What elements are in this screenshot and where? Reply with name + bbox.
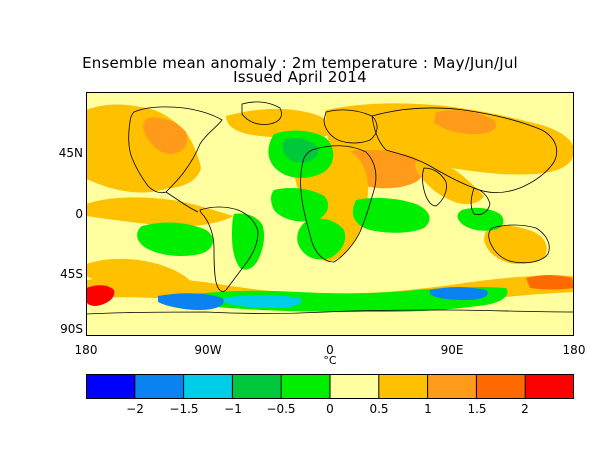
longitude-label-90w: 90W (194, 343, 222, 357)
antarctica-coastline (86, 309, 574, 315)
colorbar-swatch-4 (232, 374, 282, 399)
colorbar-swatch-3 (183, 374, 233, 399)
world-map (86, 92, 574, 336)
colorbar-swatch-5 (281, 374, 330, 399)
longitude-label-180-west: 180 (74, 343, 98, 357)
equatorial-atlantic-cool-region (271, 188, 329, 222)
colorbar-label-8: 1.5 (467, 402, 487, 416)
western-pacific-cool-region (457, 207, 504, 231)
colorbar-swatch-8 (427, 374, 477, 399)
longitude-label-180-east: 180 (562, 343, 586, 357)
longitude-label-0: 0 (326, 343, 334, 357)
north-america-warm-core (143, 117, 188, 154)
colorbar-swatch-2 (134, 374, 184, 399)
europe-outline (323, 109, 378, 144)
greenland-outline (241, 101, 282, 125)
colorbar-swatch-7 (378, 374, 428, 399)
colorbar-swatch-1 (86, 374, 135, 399)
india-southeast-asia-warm-region (415, 161, 484, 205)
colorbar-swatch-6 (330, 374, 379, 399)
tropical-pacific-warm-band (86, 197, 234, 227)
australia-outline (488, 224, 550, 264)
asia-outline (371, 107, 558, 193)
siberia-warm-core (434, 110, 496, 134)
central-america-outline (165, 191, 199, 213)
latitude-label-45n: 45N (58, 146, 83, 160)
australia-warm-region (484, 225, 547, 265)
southern-ocean-hot-spot (86, 285, 115, 306)
latitude-label-0: 0 (75, 207, 83, 221)
colorbar-swatch-9 (476, 374, 526, 399)
colorbar-label-4: −0.5 (266, 402, 296, 416)
southern-ocean-cyan-band (224, 295, 302, 308)
colorbar-label-3: −1 (224, 402, 242, 416)
southeast-asia-outline (470, 187, 491, 215)
southern-ocean-warm-core-east (526, 275, 574, 290)
map-title: Ensemble mean anomaly : 2m temperature :… (82, 54, 518, 72)
southern-ocean-cold-core-west (158, 293, 224, 310)
north-pacific-warm-region (86, 143, 178, 193)
anomaly-map-svg (86, 92, 574, 336)
colorbar-swatch-10 (525, 374, 574, 399)
latitude-label-45s: 45S (60, 267, 83, 281)
map-frame (86, 92, 574, 336)
latitude-label-90s: 90S (60, 322, 83, 336)
unit-label: °C (323, 354, 337, 367)
colorbar-label-9: 2 (521, 402, 529, 416)
colorbar-label-7: 1 (424, 402, 432, 416)
colorbar-frame (86, 374, 574, 399)
north-america-outline (128, 106, 223, 194)
south-america-outline (199, 206, 259, 292)
longitude-label-90e: 90E (440, 343, 464, 357)
colorbar-label-5: 0 (326, 402, 334, 416)
colorbar-label-1: −2 (126, 402, 144, 416)
south-atlantic-cool-region (297, 218, 346, 260)
north-atlantic-cool-core (282, 138, 319, 163)
colorbar-label-2: −1.5 (169, 402, 199, 416)
africa-outline (300, 145, 377, 263)
legend-colorbar (86, 374, 574, 399)
colorbar-svg (86, 374, 574, 399)
south-america-cool-region (232, 213, 265, 270)
india-outline (422, 167, 447, 207)
indian-ocean-cool-region (352, 197, 430, 233)
colorbar-label-6: 0.5 (369, 402, 389, 416)
map-subtitle: Issued April 2014 (233, 68, 367, 86)
eastern-pacific-cool-region (137, 222, 214, 256)
southern-ocean-cold-core-east (430, 287, 488, 300)
